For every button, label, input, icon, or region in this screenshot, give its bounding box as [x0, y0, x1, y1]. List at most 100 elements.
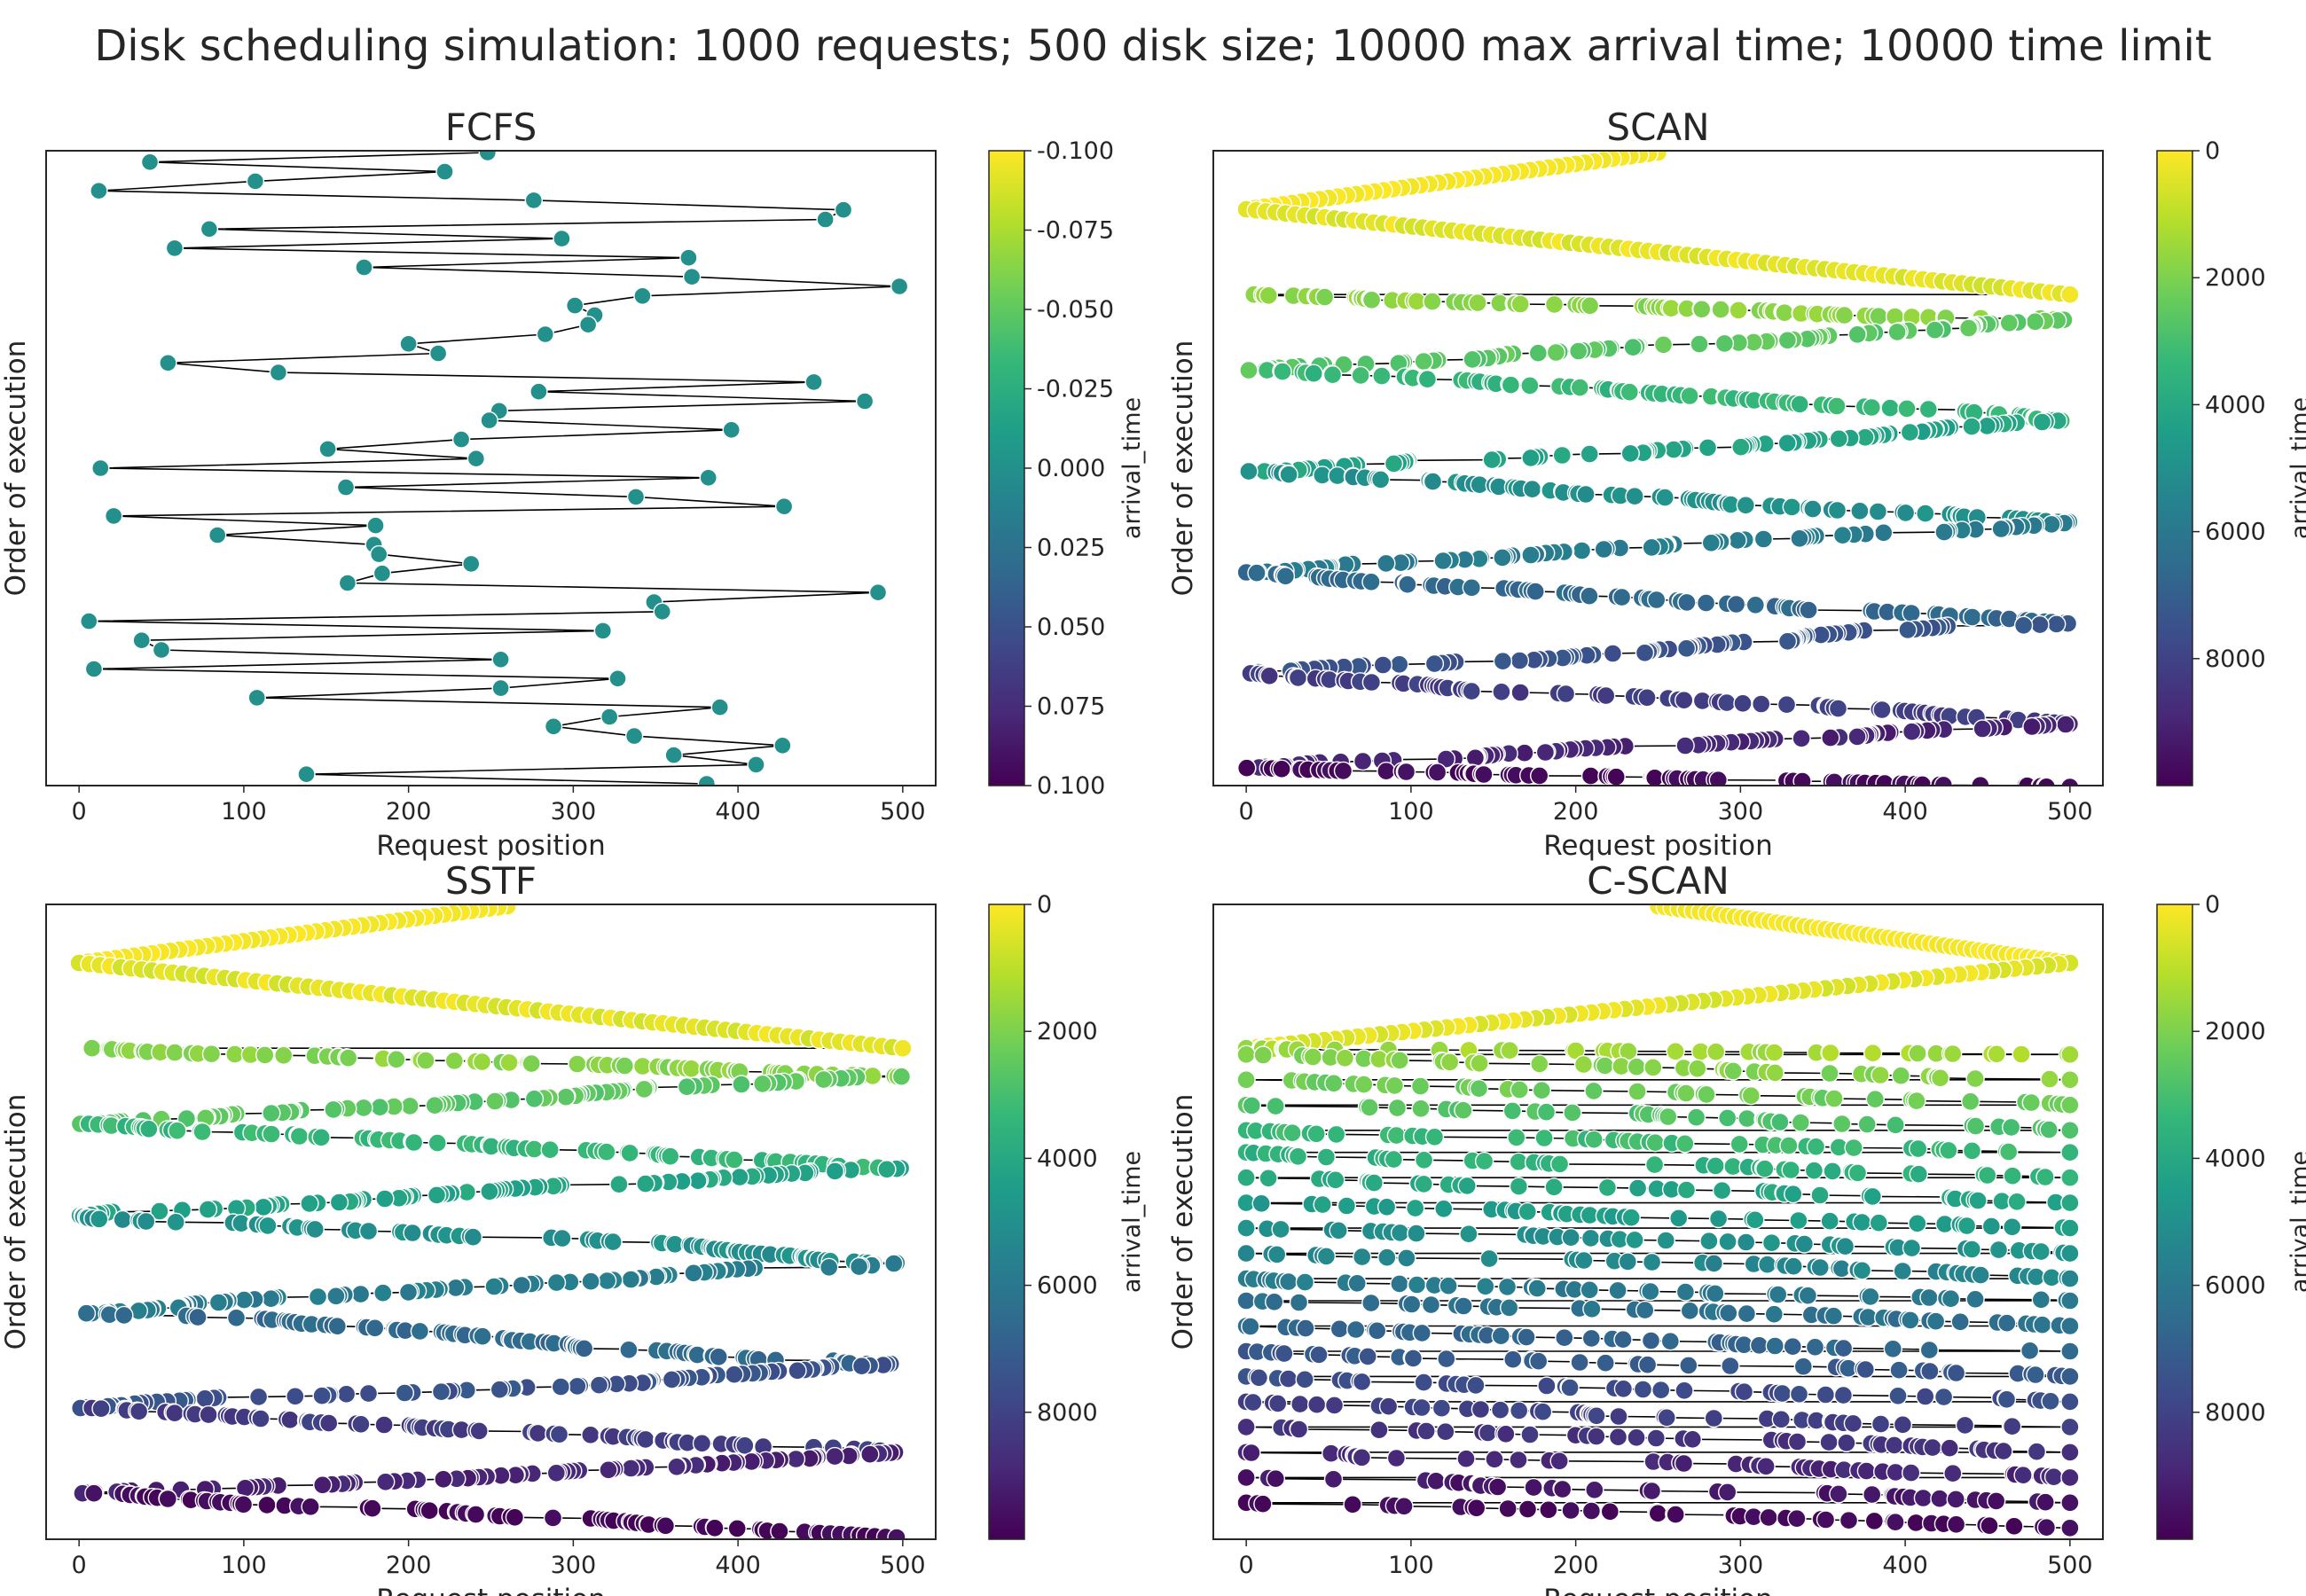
cscan-point: [1608, 1427, 1628, 1447]
cscan-point: [2060, 1443, 2080, 1462]
sstf-point: [248, 1387, 269, 1407]
cscan-point: [1668, 1209, 1689, 1228]
scan-point: [1777, 434, 1797, 453]
cscan-point: [1997, 1313, 2017, 1333]
cscan-point: [1644, 1154, 1665, 1175]
fcfs-colorbar: [988, 150, 1025, 786]
scan-point: [1642, 537, 1661, 558]
cscan-point: [2060, 1218, 2080, 1238]
fcfs-point: [462, 554, 481, 574]
sstf-point: [472, 1052, 492, 1072]
cscan-point: [1708, 1209, 1729, 1229]
cscan-point: [2060, 1095, 2080, 1115]
cscan-point: [1824, 1089, 1844, 1108]
cscan-point: [1597, 1177, 1618, 1198]
cscan-point: [1824, 1306, 1844, 1326]
cscan-panel: C-SCAN 0 100 200 300 400 500 Request position Or…: [1167, 859, 2306, 1596]
cscan-point: [2060, 1417, 2080, 1437]
sstf-point: [165, 1043, 184, 1062]
sstf-point: [543, 1508, 563, 1528]
scan-point: [1646, 590, 1667, 610]
cscan-point: [1253, 1045, 1273, 1065]
scan-point: [1279, 465, 1298, 484]
cscan-point: [1457, 1176, 1477, 1196]
sstf-point: [615, 1056, 634, 1076]
cscan-point: [1421, 1295, 1441, 1315]
cscan-point: [1981, 1217, 2002, 1236]
scan-point: [1259, 666, 1279, 685]
scan-point: [1745, 595, 1766, 614]
cscan-point: [1401, 1295, 1422, 1314]
cscan-point: [1627, 1057, 1646, 1076]
cscan-point: [1835, 1236, 1855, 1256]
cscan-point: [1242, 1443, 1261, 1463]
cscan-point: [1862, 1484, 1882, 1505]
sstf-point: [199, 1404, 218, 1425]
cscan-point: [1528, 1351, 1549, 1371]
sstf-point: [599, 1460, 618, 1480]
scan-point: [1999, 313, 2020, 332]
cscan-point: [1986, 1491, 2006, 1511]
sstf-point: [374, 1415, 394, 1435]
scan-point: [1522, 480, 1542, 499]
sstf-point: [735, 1436, 755, 1456]
cscan-point: [1581, 1501, 1602, 1521]
scan-point: [1973, 719, 1992, 739]
fcfs-xtick-label: 0: [72, 798, 87, 825]
cscan-point: [1561, 1227, 1580, 1248]
fcfs-point: [608, 669, 627, 688]
cscan-point: [2060, 1366, 2080, 1387]
cscan-point: [1943, 1463, 1963, 1483]
sstf-point: [329, 1193, 349, 1212]
scan-point: [1661, 299, 1681, 318]
cscan-point: [1680, 1301, 1700, 1321]
sstf-point: [684, 1264, 703, 1283]
cscan-point: [1688, 1059, 1707, 1078]
sstf-point: [188, 1307, 208, 1327]
cscan-point: [1648, 1504, 1668, 1523]
fcfs-point: [152, 640, 171, 660]
fcfs-point: [478, 151, 497, 162]
fcfs-cbar-tick-label: 0.100: [1037, 772, 1105, 800]
scan-point: [1918, 399, 1939, 419]
cscan-point: [1645, 1132, 1666, 1153]
cscan-point: [1377, 1248, 1397, 1267]
sstf-point: [289, 1126, 310, 1146]
cscan-point: [1793, 1357, 1814, 1376]
scan-point: [1777, 631, 1798, 651]
scan-point: [2025, 312, 2045, 332]
scan-point: [1902, 722, 1922, 741]
scan-point: [1247, 563, 1267, 583]
cscan-point: [1998, 1142, 2019, 1162]
fcfs-cbar-tick-label: 0.075: [1037, 693, 1105, 721]
cscan-xtick-label: 0: [1239, 1552, 1254, 1579]
fcfs-title: FCFS: [445, 106, 537, 149]
sstf-cbar-tick-label: 8000: [1037, 1399, 1098, 1427]
cscan-point: [2060, 1044, 2080, 1065]
sstf-point: [692, 1434, 712, 1453]
fcfs-point: [633, 286, 652, 305]
scan-point: [1389, 654, 1409, 674]
cscan-point: [1675, 1282, 1696, 1302]
fcfs-point: [91, 458, 110, 478]
cscan-point: [1390, 1274, 1409, 1294]
sstf-panel: SSTF 0 100 200 300 400 500 Request position Orde…: [0, 859, 1146, 1596]
fcfs-xtick-label: 500: [880, 798, 926, 825]
scan-plot-area: [1236, 151, 2080, 786]
scan-point: [1361, 290, 1382, 309]
cscan-point: [2007, 1192, 2027, 1212]
cscan-point: [1965, 1116, 1986, 1136]
sstf-point: [76, 1303, 97, 1323]
cscan-point: [1745, 1210, 1765, 1230]
cscan-point: [1783, 1336, 1803, 1357]
scan-point: [1708, 771, 1728, 786]
scan-point: [1821, 728, 1840, 747]
cscan-point: [1919, 1287, 1939, 1308]
sstf-point: [403, 1223, 422, 1243]
cscan-xtick-label: 400: [1882, 1552, 1928, 1579]
scan-point: [1711, 300, 1730, 319]
cscan-point: [1844, 1138, 1863, 1158]
cscan-point: [1613, 1379, 1634, 1399]
cscan-point: [2060, 1518, 2080, 1538]
